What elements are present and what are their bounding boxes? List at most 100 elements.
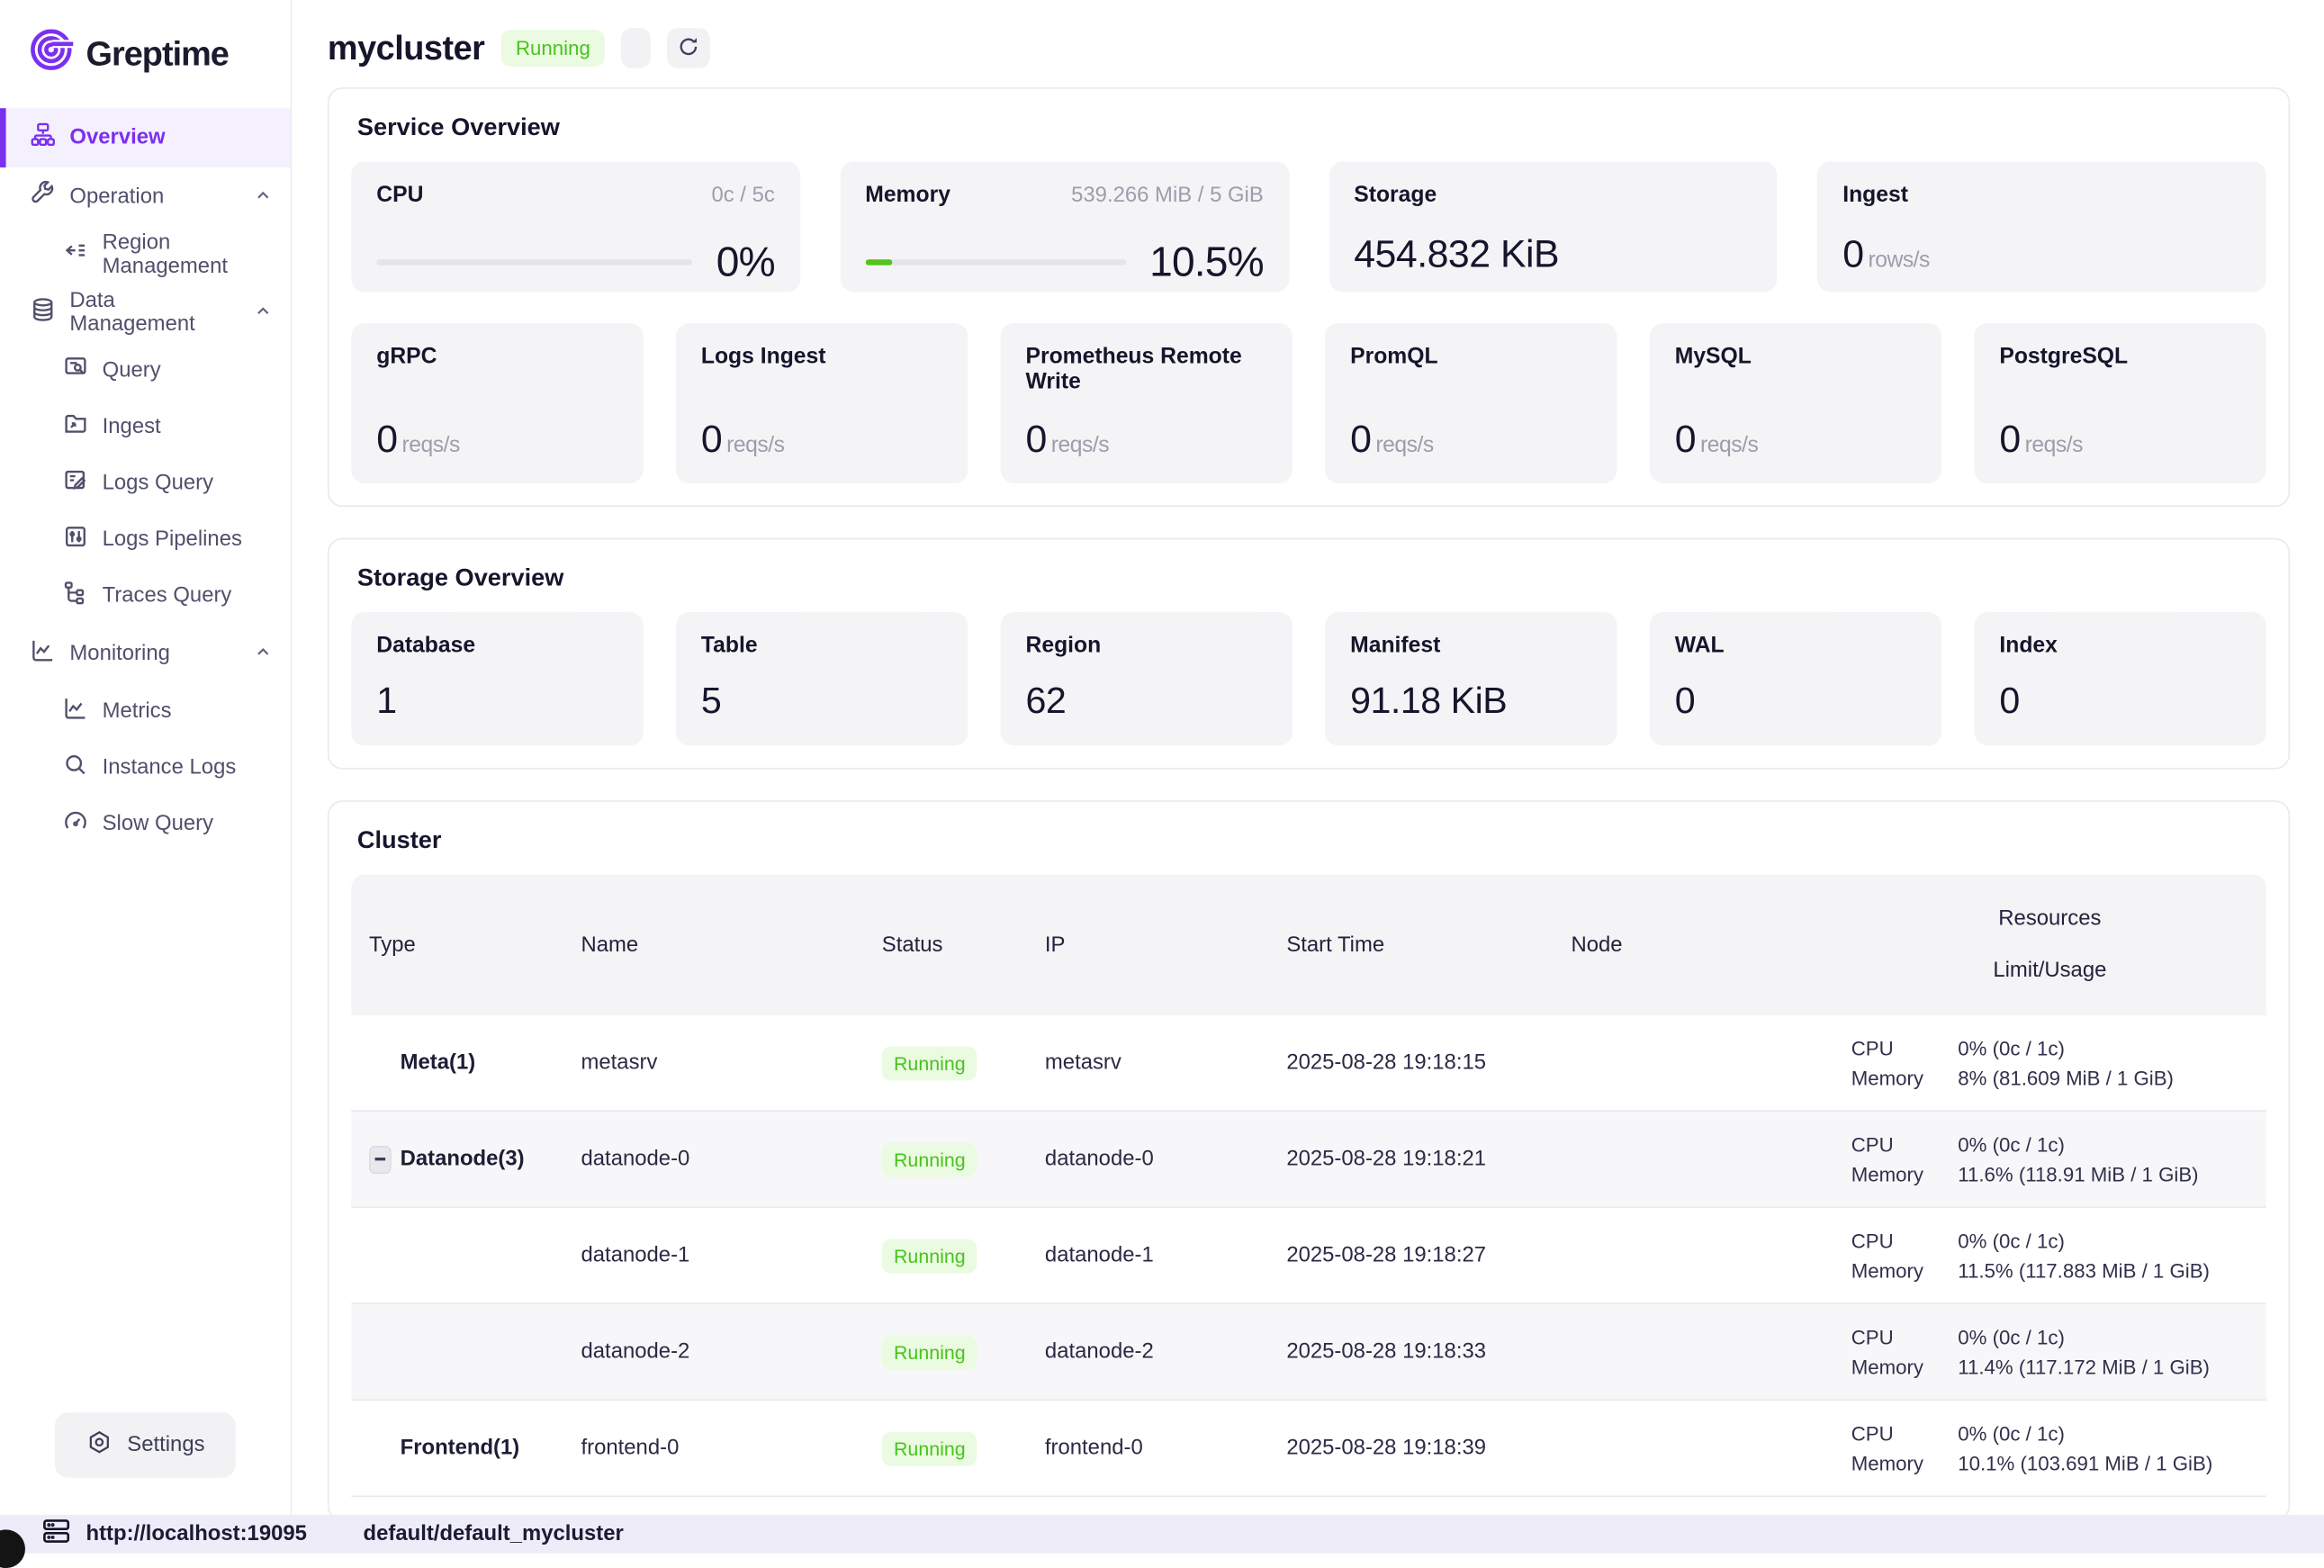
current-database[interactable]: default/default_mycluster <box>363 1522 624 1546</box>
postgresql-card: PostgreSQL 0 reqs/s <box>1974 322 2266 483</box>
storage-metric-value: 62 <box>1025 680 1067 722</box>
limit-usage-header-label: Limit/Usage <box>1993 959 2107 983</box>
status-badge: Running <box>881 1430 977 1465</box>
refresh-button[interactable] <box>667 28 711 68</box>
row-type: Meta(1) <box>400 1050 476 1075</box>
refresh-icon <box>678 35 700 62</box>
cluster-table-header: Type Name Status IP Start Time Node Reso… <box>351 874 2266 1015</box>
memory-row-label: Memory <box>1851 1451 1924 1474</box>
status-badge: Running <box>881 1334 977 1369</box>
protocol-label: gRPC <box>376 344 437 370</box>
sidebar-item-query[interactable]: Query <box>0 342 291 399</box>
sidebar-item-label: Instance Logs <box>102 755 237 780</box>
memory-row-value: 8% (81.609 MiB / 1 GiB) <box>1958 1066 2174 1089</box>
row-name: frontend-0 <box>581 1436 680 1460</box>
row-node <box>1554 1015 1833 1110</box>
memory-row-label: Memory <box>1851 1162 1924 1185</box>
column-header-type: Type <box>369 933 416 957</box>
metrics-icon <box>62 695 89 727</box>
cluster-status-badge: Running <box>500 29 606 68</box>
sidebar-item-logs-query[interactable]: Logs Query <box>0 455 291 512</box>
status-bar: http://localhost:19095 default/default_m… <box>0 1514 2324 1568</box>
cluster-action-button[interactable] <box>621 28 652 68</box>
protocol-value: 0 <box>376 416 398 462</box>
logs-pipelines-icon <box>62 523 89 555</box>
memory-row-value: 11.4% (117.172 MiB / 1 GiB) <box>1958 1355 2210 1378</box>
column-header-name: Name <box>581 933 639 957</box>
main-content: mycluster Running Service Overview <box>292 0 2324 1515</box>
row-start-time: 2025-08-28 19:18:21 <box>1286 1147 1487 1171</box>
prometheus-remote-write-card: Prometheus Remote Write 0 reqs/s <box>1000 322 1293 483</box>
cutoff-floating-element <box>0 1529 25 1568</box>
column-header-node: Node <box>1571 933 1623 957</box>
index-card: Index 0 <box>1974 612 2266 746</box>
wrench-icon <box>30 181 57 213</box>
memory-label: Memory <box>865 182 950 208</box>
brand: Greptime <box>0 0 291 108</box>
protocol-value: 0 <box>1674 416 1697 462</box>
sidebar-item-traces-query[interactable]: Traces Query <box>0 568 291 625</box>
status-badge: Running <box>881 1141 977 1176</box>
row-node <box>1554 1208 1833 1302</box>
sidebar-item-label: Logs Pipelines <box>102 527 242 552</box>
sidebar-item-region-management[interactable]: Region Management <box>0 227 291 284</box>
memory-row-label: Memory <box>1851 1355 1924 1378</box>
sidebar-item-instance-logs[interactable]: Instance Logs <box>0 740 291 797</box>
storage-metric-value: 1 <box>376 680 397 722</box>
memory-row-label: Memory <box>1851 1066 1924 1089</box>
sidebar-item-metrics[interactable]: Metrics <box>0 683 291 740</box>
sidebar-item-slow-query[interactable]: Slow Query <box>0 796 291 852</box>
sidebar-group-label: Operation <box>69 185 165 210</box>
row-start-time: 2025-08-28 19:18:27 <box>1286 1243 1487 1267</box>
protocol-label: PostgreSQL <box>1999 344 2129 370</box>
status-badge: Running <box>881 1238 977 1273</box>
protocol-value: 0 <box>1025 416 1048 462</box>
row-start-time: 2025-08-28 19:18:39 <box>1286 1436 1487 1460</box>
cpu-label: CPU <box>376 182 424 208</box>
protocol-unit: reqs/s <box>1375 432 1434 458</box>
brand-name: Greptime <box>86 33 230 72</box>
row-ip: datanode-2 <box>1044 1339 1154 1364</box>
greptime-logo-icon <box>27 25 76 82</box>
chevron-up-icon <box>254 641 273 666</box>
sidebar-item-logs-pipelines[interactable]: Logs Pipelines <box>0 511 291 568</box>
column-header-resources: Resources Limit/Usage <box>1833 875 2266 1015</box>
cpu-row-label: CPU <box>1851 1132 1894 1156</box>
protocol-unit: reqs/s <box>1700 432 1759 458</box>
table-row-datanode-1: datanode-1 Running datanode-1 2025-08-28… <box>351 1208 2266 1305</box>
row-type: Frontend(1) <box>400 1436 520 1460</box>
storage-label: Storage <box>1354 182 1437 208</box>
table-row-datanode-0: Datanode(3) datanode-0 Running datanode-… <box>351 1112 2266 1209</box>
row-ip: datanode-1 <box>1044 1243 1154 1267</box>
memory-row-label: Memory <box>1851 1258 1924 1282</box>
sidebar-group-monitoring[interactable]: Monitoring <box>0 624 291 683</box>
sidebar-group-data-management[interactable]: Data Management <box>0 284 291 343</box>
row-start-time: 2025-08-28 19:18:33 <box>1286 1339 1487 1364</box>
resources-header-label: Resources <box>1998 906 2102 932</box>
server-url[interactable]: http://localhost:19095 <box>86 1522 307 1546</box>
memory-card: Memory 539.266 MiB / 5 GiB 10.5% <box>840 161 1289 293</box>
cpu-limit: 0c / 5c <box>711 184 775 208</box>
protocol-label: PromQL <box>1350 344 1438 370</box>
collapse-datanode-button[interactable] <box>369 1145 392 1174</box>
section-title: Cluster <box>356 826 442 854</box>
row-name: metasrv <box>581 1050 658 1075</box>
storage-metric-label: Region <box>1025 633 1102 659</box>
grpc-card: gRPC 0 reqs/s <box>351 322 644 483</box>
storage-value: 454.832 KiB <box>1354 230 1560 276</box>
cpu-row-label: CPU <box>1851 1036 1894 1059</box>
sidebar-item-ingest[interactable]: Ingest <box>0 399 291 455</box>
row-ip: frontend-0 <box>1044 1436 1143 1460</box>
row-ip: datanode-0 <box>1044 1147 1154 1171</box>
cluster-panel: Cluster Type Name Status IP Start Time N… <box>327 800 2291 1515</box>
storage-metric-value: 5 <box>700 680 722 722</box>
sidebar-item-label: Slow Query <box>102 812 214 836</box>
cpu-row-value: 0% (0c / 1c) <box>1958 1229 2065 1252</box>
settings-button[interactable]: Settings <box>54 1412 237 1478</box>
sidebar-item-label: Metrics <box>102 699 172 724</box>
sidebar-item-overview[interactable]: Overview <box>0 108 291 168</box>
column-header-status: Status <box>881 933 943 957</box>
protocol-unit: reqs/s <box>2024 432 2084 458</box>
row-name: datanode-1 <box>581 1243 690 1267</box>
sidebar-group-operation[interactable]: Operation <box>0 167 291 227</box>
